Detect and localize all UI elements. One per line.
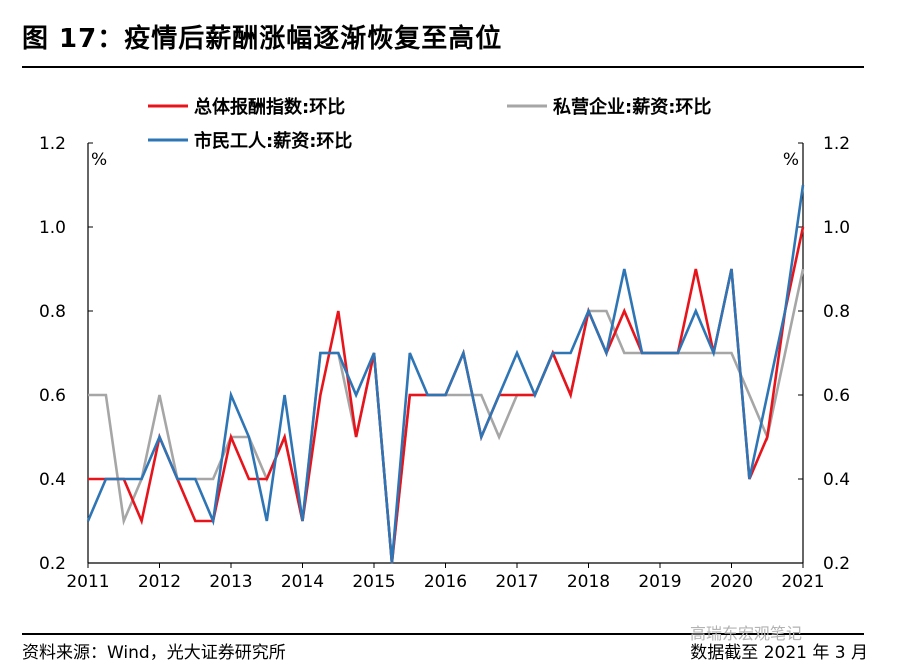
left-y-tick-label: 0.2 [39, 554, 66, 574]
right-y-tick-label: 0.4 [823, 470, 850, 490]
title-divider [22, 66, 864, 68]
left-y-tick-label: 1.2 [39, 134, 66, 154]
series-line-civilian-worker-wage [86, 184, 805, 564]
right-y-tick-label: 0.2 [823, 554, 850, 574]
right-y-tick-label: 1.2 [823, 134, 850, 154]
x-tick-label: 2016 [424, 572, 467, 592]
legend-label: 私营企业:薪资:环比 [553, 96, 711, 118]
source-note: 资料来源：Wind，光大证券研究所 [22, 643, 286, 663]
x-tick-label: 2021 [781, 572, 824, 592]
right-y-tick-label: 0.8 [823, 302, 850, 322]
left-y-tick-label: 0.6 [39, 386, 66, 406]
watermark: 高瑞东宏观笔记 [690, 624, 803, 643]
right-y-unit: % [783, 150, 799, 170]
legend-label: 总体报酬指数:环比 [194, 96, 345, 118]
left-y-tick-label: 0.8 [39, 302, 66, 322]
right-y-tick-label: 1.0 [823, 218, 850, 238]
x-tick-label: 2014 [281, 572, 324, 592]
x-tick-label: 2018 [567, 572, 610, 592]
x-tick-label: 2020 [710, 572, 753, 592]
x-tick-label: 2015 [352, 572, 395, 592]
data-cutoff-note: 数据截至 2021 年 3 月 [690, 643, 868, 663]
left-y-tick-label: 0.4 [39, 470, 66, 490]
line-chart: 0.2 0.2 0.4 0.4 0.6 0.6 0.8 0.8 1.0 1.0 1.2 1.2% % 20… [39, 96, 850, 592]
left-y-unit: % [91, 150, 107, 170]
legend-label: 市民工人:薪资:环比 [194, 130, 352, 152]
x-tick-label: 2012 [138, 572, 181, 592]
x-tick-label: 2019 [638, 572, 681, 592]
left-y-tick-label: 1.0 [39, 218, 66, 238]
x-tick-label: 2013 [209, 572, 252, 592]
x-tick-label: 2011 [66, 572, 109, 592]
chart-title: 图 17：疫情后薪酬涨幅逐渐恢复至高位 [22, 24, 503, 54]
x-tick-label: 2017 [495, 572, 538, 592]
right-y-tick-label: 0.6 [823, 386, 850, 406]
footer-divider [22, 633, 864, 635]
